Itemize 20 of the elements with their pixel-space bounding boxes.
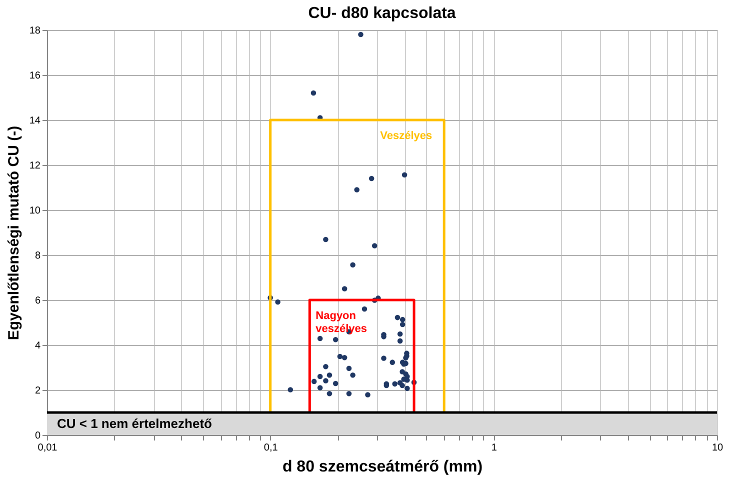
chart-title: CU- d80 kapcsolata <box>308 5 456 22</box>
x-tick-label: 1 <box>491 442 498 454</box>
series-label: Nagyon veszélyes <box>316 310 368 335</box>
y-tick-label: 12 <box>29 160 41 172</box>
x-tick-label: 0,1 <box>264 442 278 454</box>
y-tick-label: 14 <box>29 116 41 126</box>
y-tick-label: 4 <box>34 340 41 352</box>
y-tick-label: 8 <box>34 250 41 262</box>
x-axis-title: d 80 szemcseátmérő (mm) <box>282 458 483 476</box>
band-label: CU < 1 nem értelmezhető <box>57 416 212 431</box>
y-tick-label: 10 <box>29 206 41 216</box>
y-tick-label: 16 <box>29 70 41 82</box>
y-tick-label: 2 <box>34 386 41 396</box>
x-tick-label: 0,01 <box>38 442 58 454</box>
y-tick-label: 0 <box>34 430 41 442</box>
series-label: Veszélyes <box>380 130 432 142</box>
y-tick-label: 18 <box>29 26 41 36</box>
y-tick-label: 6 <box>34 296 41 306</box>
x-tick-label: 10 <box>712 442 724 454</box>
y-axis-title: Egyenlőtlenségi mutató CU (-) <box>5 126 22 340</box>
